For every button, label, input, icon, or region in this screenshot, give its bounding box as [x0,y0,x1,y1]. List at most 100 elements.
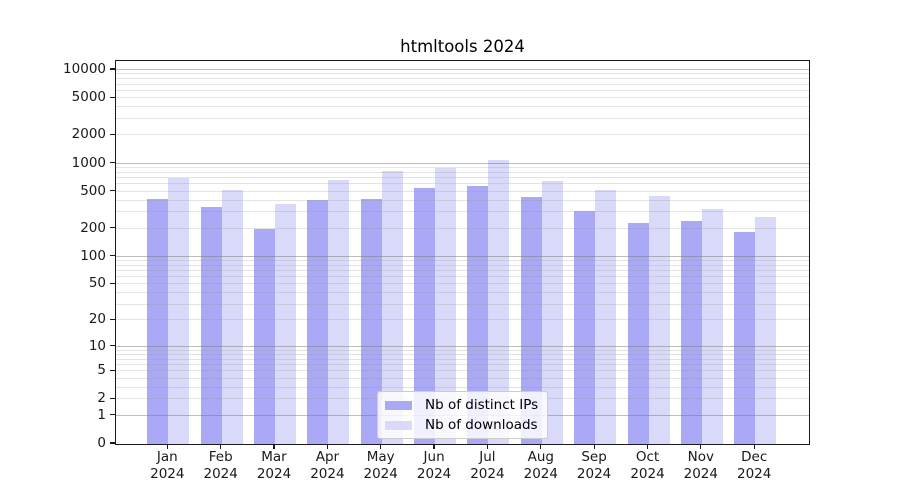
bar-downloads-may [381,171,403,444]
bar-distinct-ips-oct [627,222,649,444]
y-tick-label-5000: 5000 [71,89,106,106]
gridline-minor-900 [116,166,809,168]
legend-label-distinct-ips: Nb of distinct IPs [425,397,539,413]
gridline-minor-30 [116,303,809,305]
legend-swatch-downloads [385,420,412,430]
y-tick-label-200: 200 [80,219,106,236]
gridline-minor-7 [116,358,809,360]
gridline-minor-70 [116,269,809,271]
x-tick-label-nov: Nov 2024 [683,449,718,482]
legend: Nb of distinct IPs Nb of downloads [377,391,549,439]
x-tick-dec [753,444,755,450]
y-tick-label-10: 10 [88,337,106,354]
bar-downloads-sep [595,190,617,444]
legend-item-downloads: Nb of downloads [385,417,538,433]
bar-distinct-ips-jul [467,185,489,444]
x-tick-label-dec: Dec 2024 [737,449,772,482]
y-tick-label-5: 5 [97,362,106,379]
gridline-minor-200 [116,227,809,229]
y-tick-label-2000: 2000 [71,126,106,143]
gridline-minor-5000 [116,97,809,99]
bar-downloads-aug [541,180,563,444]
x-tick-label-aug: Aug 2024 [523,449,558,482]
x-tick-label-sep: Sep 2024 [576,449,612,482]
gridline-minor-2000 [116,134,809,136]
bar-distinct-ips-aug [520,196,542,444]
gridline-minor-400 [116,199,809,201]
bar-downloads-oct [648,196,670,444]
bar-distinct-ips-mar [254,228,275,444]
y-tick-200 [110,227,115,229]
x-tick-label-jul: Jul 2024 [470,449,505,482]
gridline-major-100 [116,255,809,257]
y-tick-label-100: 100 [80,247,106,264]
bar-downloads-nov [701,208,723,444]
y-tick-0 [110,442,115,444]
legend-label-downloads: Nb of downloads [425,417,538,433]
gridline-minor-700 [116,176,809,178]
x-tick-nov [700,444,702,450]
bar-distinct-ips-jun [414,188,436,444]
gridline-major-1000 [116,162,809,164]
bar-distinct-ips-may [360,199,382,444]
gridline-minor-80 [116,264,809,266]
chart-title: htmltools 2024 [400,37,525,56]
x-tick-apr [326,444,328,450]
x-tick-mar [273,444,275,450]
y-tick-1 [110,414,115,416]
gridline-minor-3 [116,386,809,388]
y-tick-label-0: 0 [97,435,106,451]
bar-downloads-jan [168,177,190,444]
x-tick-label-oct: Oct 2024 [630,449,665,482]
x-tick-label-mar: Mar 2024 [256,449,292,482]
gridline-minor-5 [116,370,809,372]
bar-distinct-ips-apr [307,199,329,444]
x-tick-label-apr: Apr 2024 [310,449,345,482]
y-tick-label-1: 1 [97,406,106,423]
gridline-minor-60 [116,276,809,278]
gridline-minor-50 [116,283,809,285]
x-tick-may [380,444,382,450]
gridline-major-10 [116,345,809,347]
y-tick-label-10000: 10000 [63,61,106,77]
gridline-minor-9 [116,349,809,351]
x-tick-label-jan: Jan 2024 [150,449,185,482]
gridline-minor-40 [116,292,809,294]
gridline-minor-4000 [116,106,809,108]
x-tick-oct [646,444,649,450]
x-tick-label-may: May 2024 [363,449,398,482]
gridline-minor-6000 [116,89,809,91]
bar-downloads-jun [435,168,457,444]
x-tick-jul [486,444,489,450]
y-tick-500 [110,189,115,192]
y-tick-10 [110,345,115,347]
gridline-minor-7000 [116,83,809,85]
bar-downloads-dec [755,216,777,444]
bar-distinct-ips-sep [574,211,596,444]
gridline-major-10000 [116,69,809,70]
y-tick-label-20: 20 [88,311,106,328]
gridline-minor-9000 [116,73,809,75]
bar-downloads-apr [328,180,350,444]
legend-swatch-distinct-ips [385,400,412,410]
x-tick-label-jun: Jun 2024 [416,449,452,482]
y-tick-10000 [110,68,115,70]
gridline-minor-4 [116,377,809,379]
gridline-minor-8 [116,353,809,355]
gridline-minor-600 [116,183,809,185]
y-tick-5000 [110,96,115,98]
y-tick-100 [110,254,115,257]
y-tick-50 [110,282,115,284]
y-tick-2 [110,397,115,399]
x-tick-feb [220,444,222,450]
bar-downloads-mar [275,203,296,444]
y-tick-label-1000: 1000 [71,154,106,171]
y-tick-label-500: 500 [80,182,106,199]
gridline-minor-20 [116,319,809,321]
y-tick-2000 [110,133,115,135]
bar-downloads-jul [488,160,510,444]
gridline-minor-90 [116,259,809,261]
x-tick-jun [433,444,435,450]
bar-distinct-ips-nov [680,220,702,444]
